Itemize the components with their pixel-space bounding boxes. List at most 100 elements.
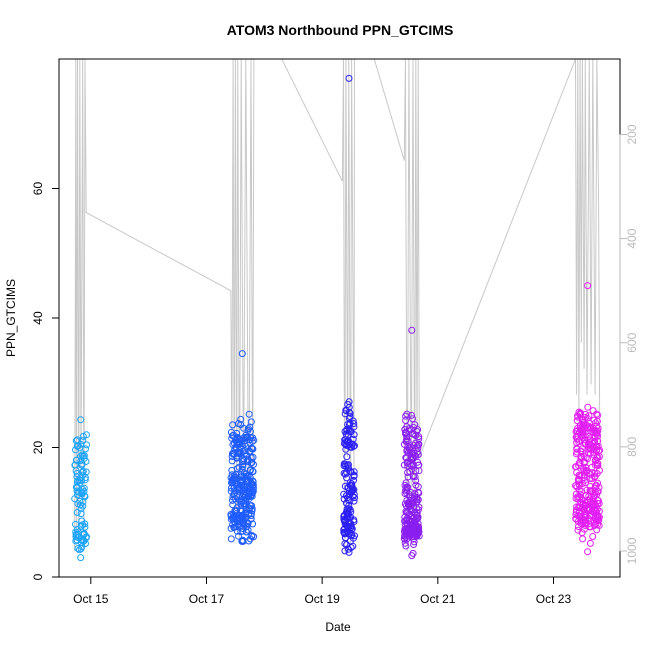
y2-tick-label: 200 [625, 124, 639, 144]
data-point [581, 501, 589, 509]
x-tick-label: Oct 23 [536, 592, 572, 606]
data-point [79, 467, 87, 475]
data-point [574, 493, 582, 501]
data-point [249, 520, 257, 528]
altitude-line [74, 58, 601, 552]
data-point [78, 488, 86, 496]
data-point [238, 350, 246, 358]
data-point [241, 437, 249, 445]
data-point [243, 458, 251, 466]
data-point [593, 410, 601, 418]
data-point [344, 515, 352, 523]
data-point [404, 483, 411, 491]
data-point [591, 473, 598, 481]
data-point [227, 511, 235, 518]
data-point [405, 517, 413, 525]
data-point [589, 424, 597, 432]
data-point [573, 435, 581, 443]
data-point [232, 507, 240, 515]
data-point [249, 445, 257, 453]
data-point [227, 515, 235, 523]
data-point [585, 422, 593, 430]
altitude-line-layer [74, 58, 601, 552]
data-point [576, 459, 584, 467]
x-axis-label: Date [325, 620, 351, 634]
y2-tick-label: 600 [625, 332, 639, 352]
data-point [584, 403, 592, 411]
series-group [340, 74, 358, 556]
data-point [591, 482, 599, 490]
data-point [580, 505, 588, 513]
x-tick-label: Oct 21 [420, 592, 456, 606]
data-point [234, 521, 242, 529]
data-point [582, 492, 590, 499]
data-point [578, 488, 586, 495]
data-point [408, 326, 416, 334]
data-point [342, 445, 350, 453]
data-point [227, 535, 235, 543]
data-point [574, 432, 582, 440]
data-point [576, 409, 584, 417]
data-point [343, 474, 350, 482]
data-point [589, 407, 597, 415]
data-point [234, 439, 242, 447]
data-point [233, 429, 241, 437]
data-point [79, 437, 87, 445]
data-point [79, 471, 87, 479]
data-point [412, 477, 420, 485]
data-point [237, 415, 245, 423]
data-point [345, 548, 353, 556]
data-point [414, 444, 422, 452]
series-group [572, 282, 604, 556]
data-point [411, 493, 419, 501]
data-point [77, 554, 85, 562]
y-tick-label: 60 [31, 182, 45, 196]
data-point [586, 436, 594, 444]
data-point [227, 524, 235, 532]
data-point [239, 448, 247, 456]
data-point [580, 419, 587, 427]
data-point [341, 460, 349, 468]
data-point [73, 509, 81, 516]
data-point [82, 533, 90, 541]
x-axis: Oct 15 Oct 17 Oct 19 Oct 21 Oct 23 [73, 576, 572, 606]
data-point [593, 417, 601, 425]
data-point [77, 510, 85, 518]
data-point [231, 490, 238, 498]
data-point [581, 476, 589, 484]
data-point [231, 512, 239, 520]
data-point [580, 472, 588, 479]
data-point [247, 454, 255, 462]
data-point [341, 470, 349, 478]
data-point [590, 492, 598, 500]
data-point [411, 496, 419, 504]
data-point [249, 434, 257, 442]
data-point [233, 483, 241, 491]
data-point [344, 530, 352, 538]
data-point [405, 499, 413, 507]
data-point [582, 454, 590, 462]
data-point [579, 535, 587, 543]
data-point [351, 442, 358, 450]
data-point [403, 446, 411, 454]
data-point [409, 528, 417, 535]
data-point [581, 436, 589, 444]
data-point [246, 488, 254, 496]
data-point [574, 526, 582, 534]
data-point [584, 548, 592, 556]
data-point [73, 487, 81, 495]
data-point [573, 439, 581, 447]
data-point [595, 483, 603, 491]
data-point [403, 410, 411, 418]
data-point [572, 511, 580, 519]
y2-tick-label: 1000 [625, 537, 639, 564]
data-point [247, 510, 255, 518]
data-point [340, 526, 348, 534]
data-point [242, 513, 250, 521]
y-tick-label: 20 [31, 441, 45, 455]
data-point [407, 506, 415, 514]
data-point [231, 487, 239, 494]
data-point [586, 539, 594, 547]
data-point [345, 74, 353, 82]
